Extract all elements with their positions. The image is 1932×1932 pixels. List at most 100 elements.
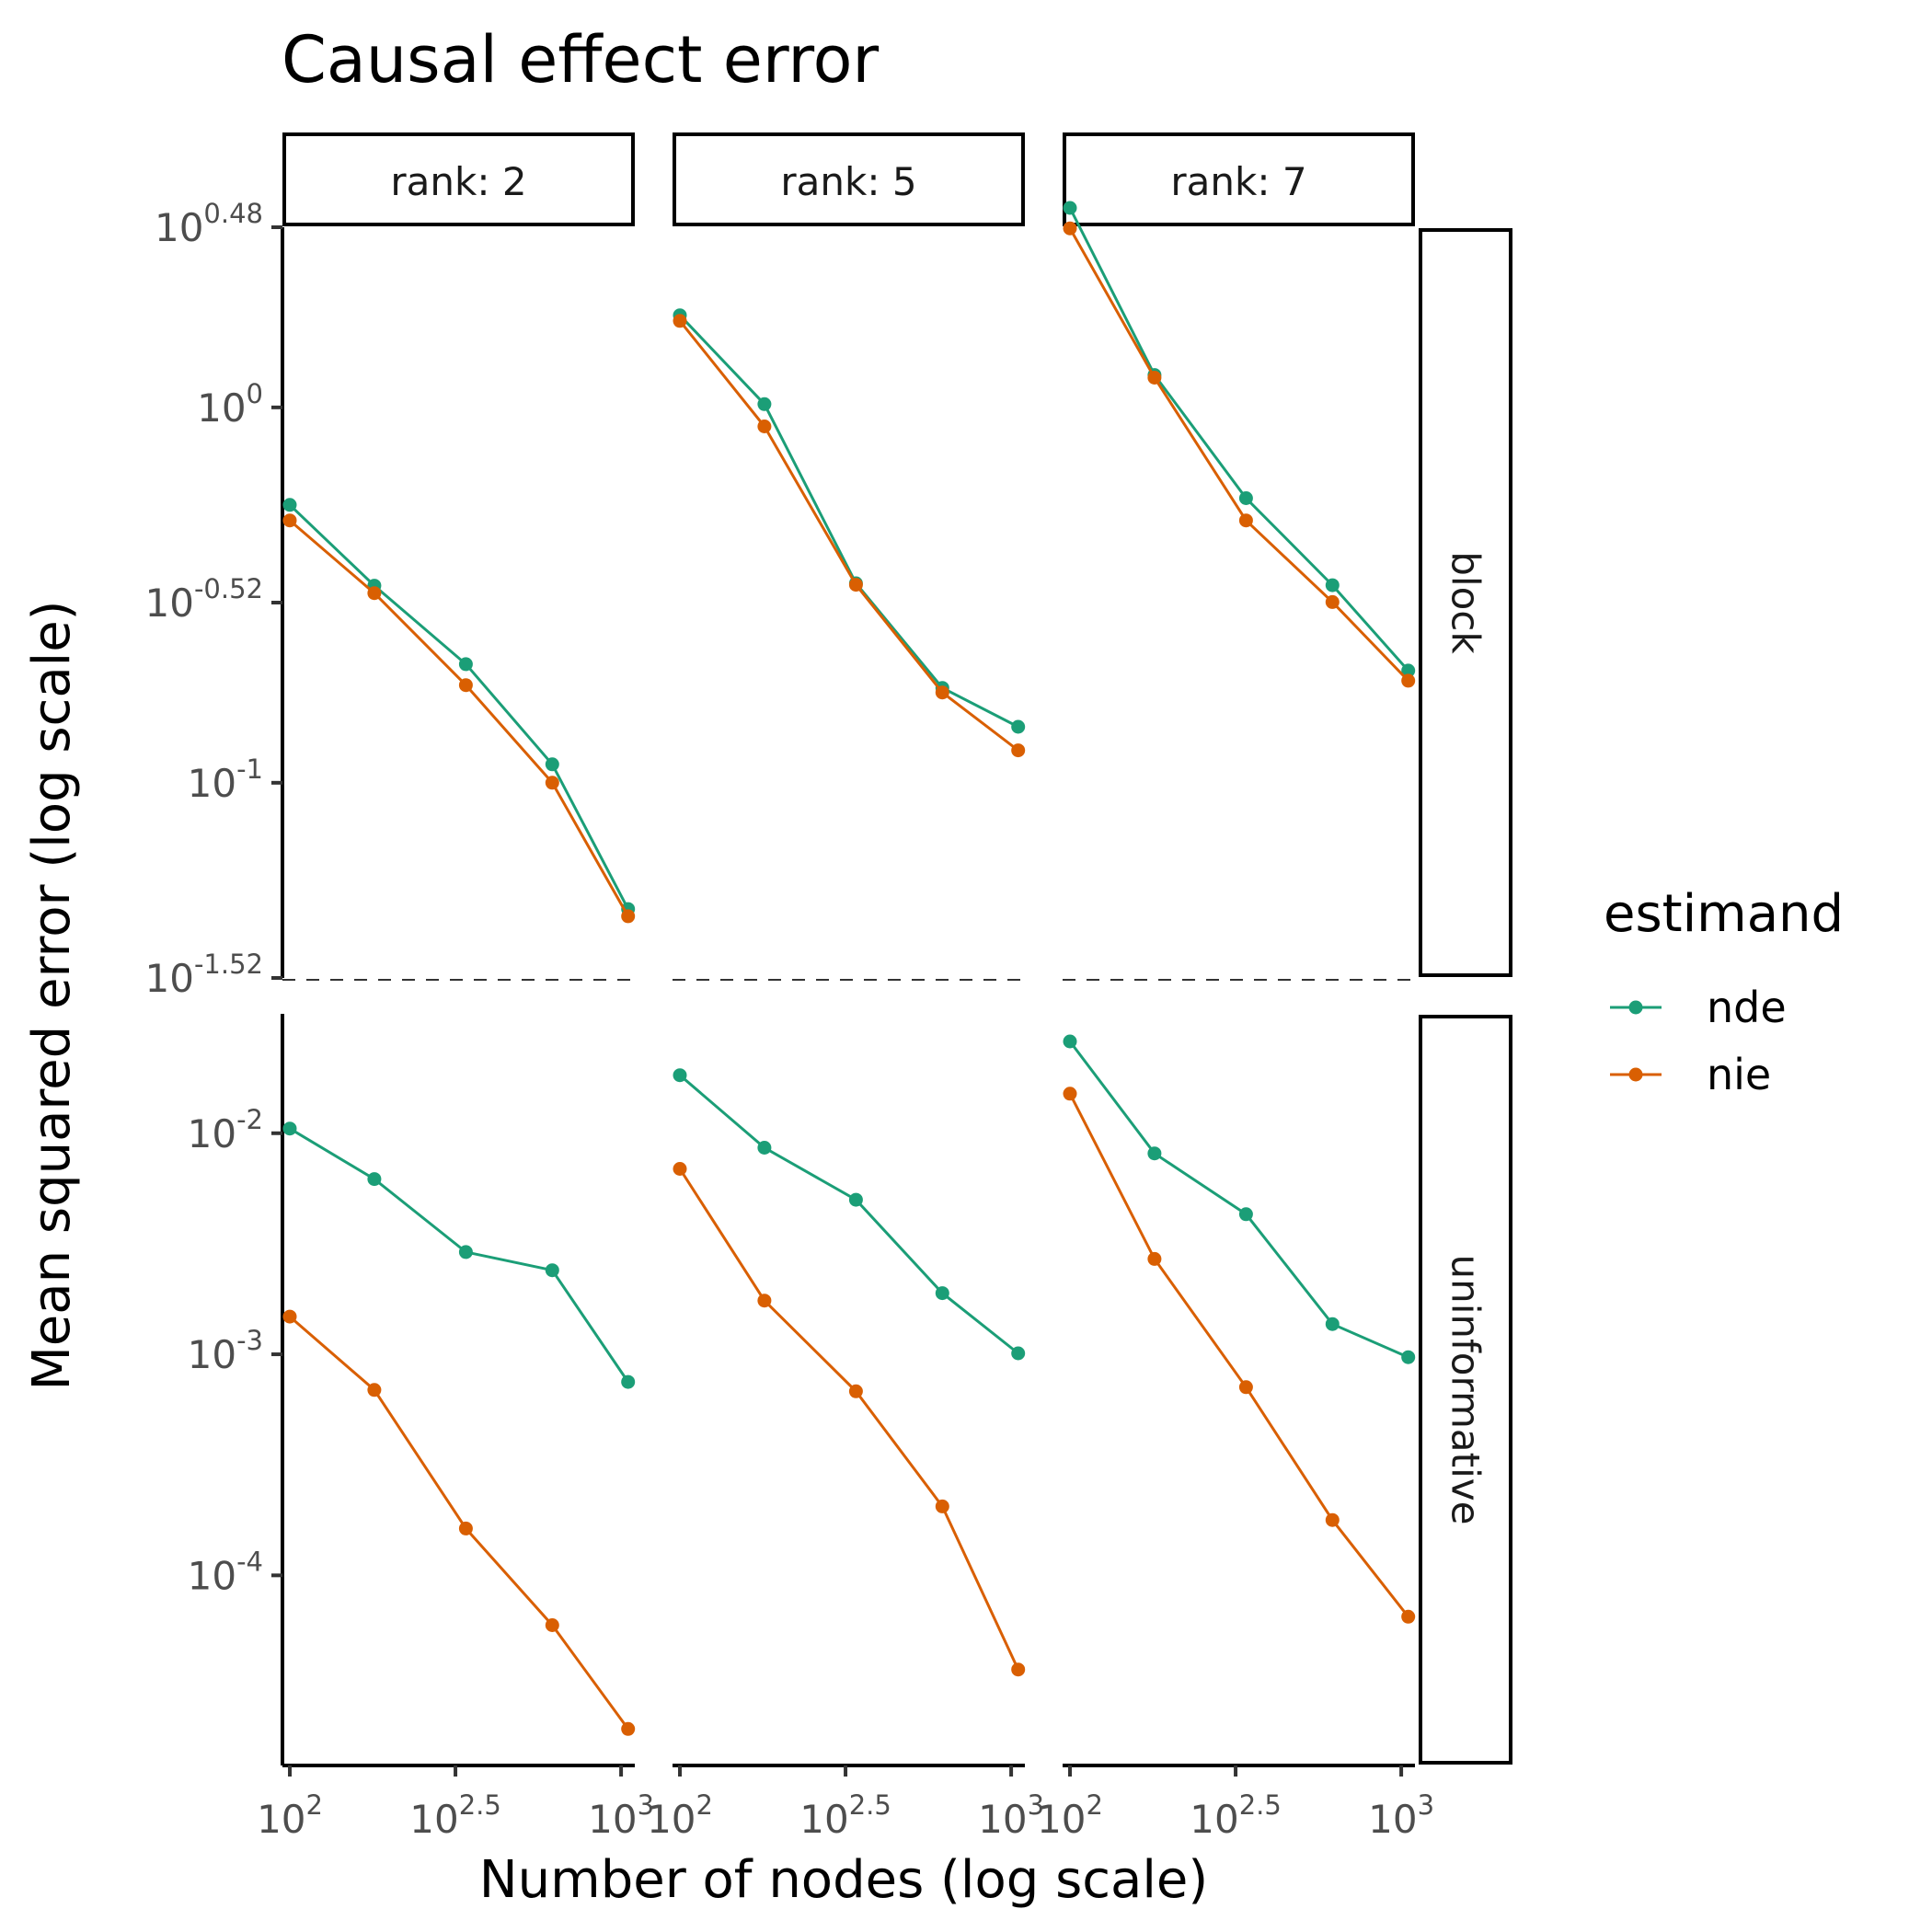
- legend-title: estimand: [1604, 884, 1844, 944]
- point-nie-uninformative-rank-3-3: [1238, 1380, 1253, 1395]
- point-nie-block-rank-2-4: [935, 685, 949, 700]
- x-tick-label-col-3-3: 103: [1368, 1789, 1434, 1842]
- point-nde-uninformative-rank-2-4: [935, 1286, 949, 1301]
- y-tick-label-row-1-1-exponent: 0.48: [203, 198, 263, 229]
- point-nie-uninformative-rank-1-3: [458, 1521, 473, 1535]
- point-nde-uninformative-rank-2-5: [1011, 1346, 1026, 1361]
- y-tick-label-row-2-3-exponent: -4: [236, 1546, 263, 1577]
- strip-col-2-label: rank: 5: [780, 159, 916, 204]
- y-tick-label-row-2-1-base: 10: [188, 1111, 236, 1156]
- x-tick-label-col-3-1: 102: [1037, 1789, 1103, 1842]
- point-nie-uninformative-rank-1-5: [621, 1721, 636, 1736]
- series-line-nie-block-rank-1: [289, 519, 630, 917]
- point-nie-block-rank-3-3: [1238, 513, 1253, 528]
- point-nie-block-rank-3-1: [1063, 221, 1077, 236]
- point-nde-block-rank-3-1: [1063, 201, 1077, 215]
- y-tick-label-row-2-1-exponent: -2: [236, 1104, 263, 1135]
- point-nde-uninformative-rank-1-4: [545, 1263, 559, 1278]
- point-nie-block-rank-1-5: [621, 909, 636, 924]
- facet-panels: rank: 2 rank: 5 rank: 7 block uninformative 1…: [145, 132, 1512, 1842]
- x-axis-title: Number of nodes (log scale): [479, 1850, 1208, 1910]
- x-tick-label-col-3-1-exponent: 2: [1087, 1789, 1103, 1821]
- legend-label-nde: nde: [1707, 983, 1787, 1032]
- legend-key-point-nie: [1628, 1067, 1643, 1082]
- x-tick-label-col-3-1-base: 10: [1037, 1797, 1086, 1842]
- legend-label-nie: nie: [1707, 1050, 1771, 1099]
- x-tick-label-col-3-2: 102.5: [1190, 1789, 1282, 1842]
- x-tick-label-col-3-3-base: 10: [1368, 1797, 1417, 1842]
- point-nde-uninformative-rank-1-2: [367, 1172, 382, 1187]
- series-line-nde-block-rank-3: [1068, 207, 1409, 672]
- strip-row-2-label: uninformative: [1443, 1254, 1489, 1524]
- series-line-nie-block-rank-2: [678, 319, 1019, 752]
- y-tick-label-row-1-5: 10-1.52: [145, 949, 264, 1001]
- point-nie-uninformative-rank-1-2: [367, 1383, 382, 1397]
- y-tick-label-row-1-1: 100.48: [155, 198, 263, 250]
- panel-block-rank-3: [1063, 201, 1416, 981]
- point-nie-block-rank-2-1: [673, 314, 687, 328]
- point-nde-uninformative-rank-3-4: [1325, 1317, 1340, 1331]
- point-nde-uninformative-rank-3-5: [1401, 1350, 1416, 1364]
- panel-uninformative-rank-2: 102 102.5 103: [647, 1068, 1044, 1842]
- point-nde-uninformative-rank-3-3: [1238, 1207, 1253, 1222]
- point-nde-uninformative-rank-2-1: [673, 1068, 687, 1083]
- point-nie-block-rank-3-4: [1325, 594, 1340, 609]
- point-nde-block-rank-2-2: [757, 397, 772, 411]
- legend-key-point-nde: [1628, 1000, 1643, 1015]
- x-tick-label-col-2-2: 102.5: [799, 1789, 891, 1842]
- panel-block-rank-1: [282, 498, 636, 981]
- x-tick-label-col-1-3: 103: [588, 1789, 654, 1842]
- y-tick-label-row-1-5-exponent: -1.52: [194, 949, 263, 980]
- y-tick-label-row-2-3: 10-4: [188, 1546, 263, 1598]
- y-tick-label-row-1-2: 100: [197, 378, 263, 431]
- x-tick-label-col-1-1-base: 10: [257, 1797, 305, 1842]
- point-nie-block-rank-3-5: [1401, 673, 1416, 688]
- y-axis-title: Mean squared error (log scale): [22, 600, 82, 1390]
- point-nie-uninformative-rank-3-5: [1401, 1609, 1416, 1624]
- y-tick-label-row-2-3-base: 10: [188, 1553, 236, 1598]
- panel-block-rank-2: [673, 308, 1026, 981]
- x-tick-label-col-1-1: 102: [257, 1789, 323, 1842]
- series-line-nde-uninformative-rank-1: [289, 1127, 629, 1383]
- point-nde-block-rank-1-4: [545, 757, 559, 772]
- point-nie-block-rank-1-2: [367, 586, 382, 601]
- y-tick-label-row-2-1: 10-2: [188, 1104, 263, 1156]
- series-line-nie-uninformative-rank-3: [1068, 1093, 1409, 1618]
- x-tick-label-col-1-3-base: 10: [588, 1797, 637, 1842]
- y-tick-label-row-1-5-base: 10: [145, 956, 194, 1001]
- series-line-nde-uninformative-rank-3: [1068, 1041, 1409, 1359]
- x-tick-label-col-2-3-base: 10: [978, 1797, 1027, 1842]
- point-nde-uninformative-rank-2-2: [757, 1141, 772, 1155]
- strip-row-1-box: [1419, 228, 1512, 977]
- point-nde-uninformative-rank-1-1: [282, 1121, 297, 1136]
- y-tick-label-row-2-2: 10-3: [188, 1325, 263, 1377]
- y-tick-label-row-1-3-exponent: -0.52: [194, 573, 263, 604]
- x-tick-label-col-2-1: 102: [647, 1789, 713, 1842]
- point-nie-block-rank-2-5: [1011, 743, 1026, 758]
- y-tick-label-row-1-4: 10-1: [188, 753, 263, 806]
- point-nde-uninformative-rank-3-1: [1063, 1034, 1077, 1049]
- x-tick-label-col-3-3-exponent: 3: [1418, 1789, 1434, 1821]
- point-nie-uninformative-rank-1-4: [545, 1618, 559, 1632]
- strip-col-2-box: [673, 132, 1025, 226]
- y-tick-label-row-1-4-exponent: -1: [236, 753, 263, 785]
- point-nde-block-rank-1-1: [282, 498, 297, 512]
- strip-row-2-box: [1419, 1015, 1512, 1765]
- legend: estimand nde nie: [1604, 884, 1844, 1099]
- series-line-nde-uninformative-rank-2: [679, 1074, 1019, 1355]
- point-nie-block-rank-1-1: [282, 513, 297, 528]
- x-tick-label-col-2-3-exponent: 3: [1028, 1789, 1044, 1821]
- x-tick-label-col-1-3-exponent: 3: [638, 1789, 654, 1821]
- x-tick-label-col-2-2-base: 10: [799, 1797, 848, 1842]
- point-nie-uninformative-rank-2-1: [673, 1162, 687, 1176]
- point-nie-uninformative-rank-3-4: [1325, 1512, 1340, 1527]
- point-nde-block-rank-1-3: [458, 657, 473, 672]
- point-nde-block-rank-3-3: [1238, 491, 1253, 505]
- point-nie-block-rank-2-3: [848, 578, 863, 592]
- point-nde-uninformative-rank-2-3: [848, 1192, 863, 1207]
- x-tick-label-col-1-2-exponent: 2.5: [459, 1789, 501, 1821]
- strip-col-1-label: rank: 2: [390, 159, 526, 204]
- point-nie-block-rank-2-2: [757, 420, 772, 433]
- point-nie-uninformative-rank-2-5: [1011, 1662, 1026, 1677]
